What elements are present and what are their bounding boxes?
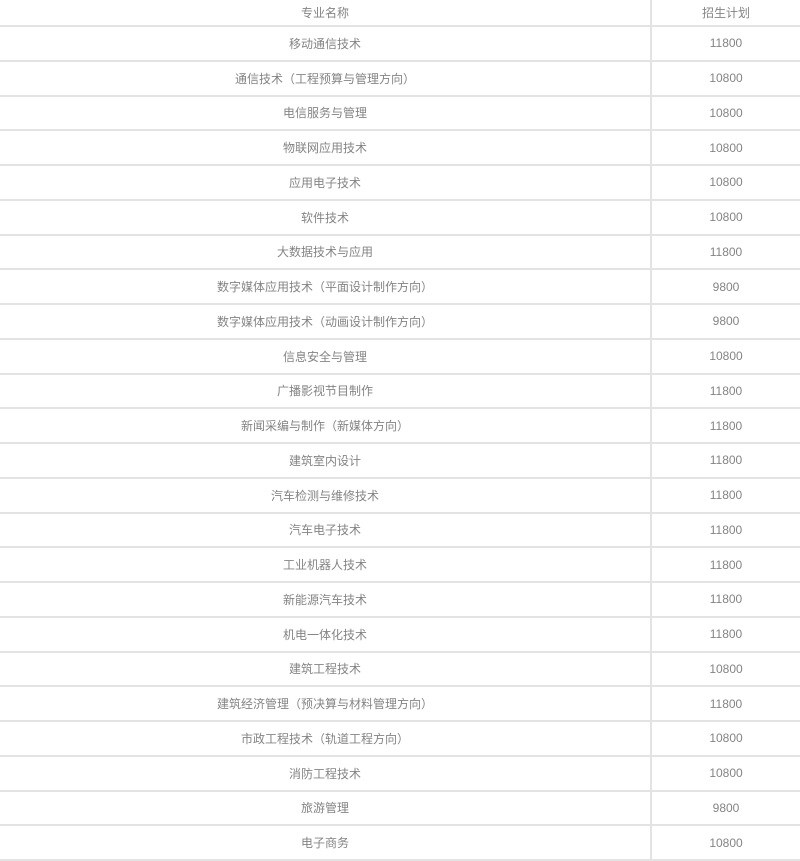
- major-name-cell: 电信服务与管理: [0, 96, 652, 130]
- major-name-cell: 信息安全与管理: [0, 339, 652, 373]
- table-row: 建筑工程技术 10800: [0, 652, 800, 688]
- enrollment-plan-cell: 9800: [712, 800, 740, 815]
- enrollment-plan-cell: 11800: [709, 627, 743, 642]
- enrollment-plan-cell: 10800: [709, 105, 743, 120]
- table-row: 大数据技术与应用 11800: [0, 235, 800, 271]
- table-row: 市政工程技术（轨道工程方向） 10800: [0, 722, 800, 757]
- major-name-cell: 软件技术: [0, 200, 652, 234]
- table-row: 移动通信技术 11800: [0, 27, 800, 62]
- enrollment-plan-cell: 10800: [709, 210, 743, 225]
- major-name-cell: 消防工程技术: [0, 756, 652, 790]
- enrollment-plan-cell: 11800: [709, 383, 743, 398]
- table-row: 建筑室内设计 11800: [0, 444, 800, 479]
- major-name-cell: 数字媒体应用技术（平面设计制作方向）: [0, 270, 652, 303]
- enrollment-plan-cell: 11800: [709, 453, 743, 468]
- enrollment-plan-cell: 10800: [709, 175, 743, 190]
- table-row: 电信服务与管理 10800: [0, 96, 800, 132]
- table-row: 汽车电子技术 11800: [0, 513, 800, 549]
- major-name-cell: 新能源汽车技术: [0, 583, 652, 616]
- enrollment-plan-cell: 10800: [709, 661, 743, 676]
- table-row: 汽车检测与维修技术 11800: [0, 478, 800, 514]
- table-row: 物联网应用技术 10800: [0, 131, 800, 166]
- major-name-cell: 大数据技术与应用: [0, 235, 652, 269]
- enrollment-plan-cell: 9800: [712, 314, 740, 329]
- table-row: 工业机器人技术 11800: [0, 548, 800, 583]
- enrollment-plan-cell: 11800: [709, 488, 743, 503]
- column-header-major: 专业名称: [0, 0, 652, 25]
- table-row: 数字媒体应用技术（动画设计制作方向） 9800: [0, 305, 800, 340]
- major-name-cell: 汽车电子技术: [0, 513, 652, 547]
- enrollment-plan-cell: 10800: [709, 349, 743, 364]
- major-name-cell: 数字媒体应用技术（动画设计制作方向）: [0, 305, 652, 338]
- table-row: 建筑经济管理（预决算与材料管理方向） 11800: [0, 687, 800, 722]
- major-name-cell: 建筑经济管理（预决算与材料管理方向）: [0, 687, 652, 720]
- table-row: 软件技术 10800: [0, 200, 800, 236]
- enrollment-plan-cell: 9800: [712, 279, 740, 294]
- major-name-cell: 应用电子技术: [0, 166, 652, 199]
- table-row: 广播影视节目制作 11800: [0, 374, 800, 410]
- enrollment-plan-cell: 10800: [709, 731, 743, 746]
- major-name-cell: 市政工程技术（轨道工程方向）: [0, 722, 652, 755]
- major-name-cell: 电子商务: [0, 826, 652, 859]
- enrollment-plan-cell: 11800: [709, 244, 743, 259]
- enrollment-plan-cell: 11800: [709, 592, 743, 607]
- enrollment-plan-cell: 10800: [709, 766, 743, 781]
- major-name-cell: 机电一体化技术: [0, 617, 652, 651]
- major-name-cell: 汽车检测与维修技术: [0, 478, 652, 512]
- enrollment-plan-cell: 11800: [709, 557, 743, 572]
- enrollment-plan-cell: 10800: [709, 835, 743, 850]
- enrollment-plan-cell: 10800: [709, 71, 743, 86]
- table-row: 应用电子技术 10800: [0, 166, 800, 201]
- table-row: 机电一体化技术 11800: [0, 617, 800, 653]
- major-name-cell: 移动通信技术: [0, 27, 652, 60]
- major-name-cell: 新闻采编与制作（新媒体方向）: [0, 409, 652, 442]
- table-row: 新闻采编与制作（新媒体方向） 11800: [0, 409, 800, 444]
- table-row: 电子商务 10800: [0, 826, 800, 861]
- major-name-cell: 广播影视节目制作: [0, 374, 652, 408]
- major-name-cell: 旅游管理: [0, 791, 652, 825]
- major-name-cell: 建筑室内设计: [0, 444, 652, 477]
- major-name-cell: 工业机器人技术: [0, 548, 652, 581]
- enrollment-plan-cell: 11800: [709, 36, 743, 51]
- table-row: 新能源汽车技术 11800: [0, 583, 800, 618]
- table-header-row: 专业名称 招生计划: [0, 0, 800, 27]
- major-name-cell: 物联网应用技术: [0, 131, 652, 164]
- column-header-plan: 招生计划: [701, 6, 750, 20]
- table-body: 移动通信技术 11800 通信技术（工程预算与管理方向） 10800 电信服务与管理 10…: [0, 27, 800, 861]
- enrollment-plan-cell: 10800: [709, 140, 743, 155]
- table-row: 旅游管理 9800: [0, 791, 800, 827]
- enrollment-plan-cell: 11800: [709, 522, 743, 537]
- table-row: 信息安全与管理 10800: [0, 339, 800, 375]
- table-row: 消防工程技术 10800: [0, 756, 800, 792]
- enrollment-plan-cell: 11800: [709, 418, 743, 433]
- enrollment-plan-cell: 11800: [709, 696, 743, 711]
- major-name-cell: 通信技术（工程预算与管理方向）: [0, 61, 652, 95]
- major-name-cell: 建筑工程技术: [0, 652, 652, 686]
- table-row: 通信技术（工程预算与管理方向） 10800: [0, 61, 800, 97]
- table-row: 数字媒体应用技术（平面设计制作方向） 9800: [0, 270, 800, 305]
